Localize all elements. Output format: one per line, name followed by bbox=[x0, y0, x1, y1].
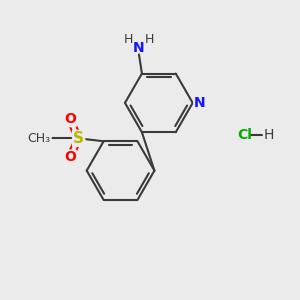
Text: H: H bbox=[145, 33, 154, 46]
Text: Cl: Cl bbox=[237, 128, 252, 142]
Text: CH₃: CH₃ bbox=[28, 132, 51, 145]
Text: H: H bbox=[264, 128, 274, 142]
Text: H: H bbox=[124, 33, 133, 46]
Text: N: N bbox=[194, 96, 206, 110]
Text: N: N bbox=[133, 41, 145, 55]
Text: S: S bbox=[73, 131, 84, 146]
Text: O: O bbox=[64, 112, 76, 126]
Text: O: O bbox=[64, 151, 76, 164]
